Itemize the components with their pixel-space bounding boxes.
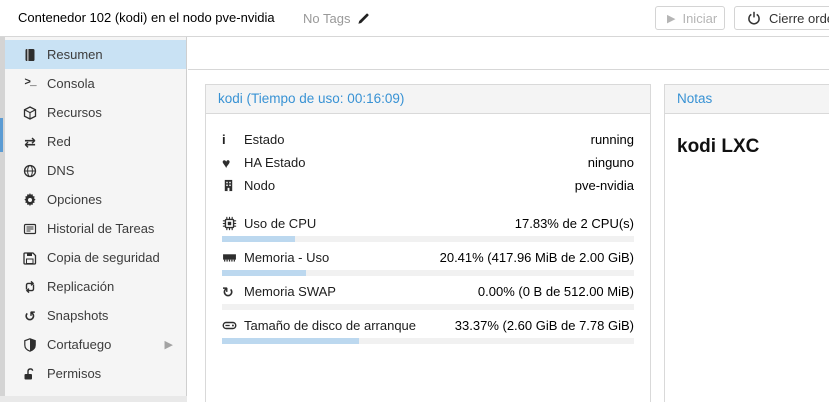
- sidebar-item-recursos[interactable]: Recursos: [5, 98, 186, 127]
- sidebar-item-opciones[interactable]: Opciones: [5, 185, 186, 214]
- sidebar-item-label: Copia de seguridad: [47, 250, 160, 265]
- globe-icon: [22, 164, 38, 178]
- sidebar-item-resumen[interactable]: Resumen: [5, 40, 186, 69]
- replication-icon: [22, 280, 38, 294]
- row-value: 33.37% (2.60 GiB de 7.78 GiB): [454, 318, 634, 333]
- row-label: Tamaño de disco de arranque: [244, 318, 417, 333]
- cpu-progress-track: [222, 236, 634, 242]
- swap-icon: ↻: [222, 283, 234, 300]
- notes-content: kodi LXC: [677, 136, 760, 157]
- gear-icon: [22, 192, 38, 207]
- status-panel-title: kodi (Tiempo de uso: 00:16:09): [206, 85, 650, 114]
- sidebar-item-snapshots[interactable]: ↺ Snapshots: [5, 301, 186, 330]
- info-icon: i: [222, 132, 226, 147]
- notes-panel-title: Notas: [665, 85, 829, 114]
- memory-icon: [222, 250, 244, 265]
- start-button-label: Iniciar: [682, 10, 718, 26]
- heartbeat-icon: ♥: [222, 154, 231, 171]
- network-icon: ⇄: [24, 133, 36, 150]
- tags-label: No Tags: [303, 10, 351, 26]
- row-value: ninguno: [587, 155, 634, 170]
- snapshots-icon: ↺: [24, 307, 36, 324]
- status-row-estado: i Estado running: [222, 128, 634, 151]
- notes-panel-body[interactable]: kodi LXC: [665, 114, 829, 170]
- pencil-icon[interactable]: [355, 12, 371, 25]
- row-value: 17.83% de 2 CPU(s): [514, 216, 634, 231]
- sidebar-item-label: Red: [47, 134, 71, 149]
- permissions-icon: [22, 367, 38, 381]
- status-panel: kodi (Tiempo de uso: 00:16:09) i Estado …: [205, 84, 651, 402]
- sidebar-item-label: Opciones: [47, 192, 102, 207]
- resource-tree-edge[interactable]: [0, 37, 5, 396]
- power-icon: [746, 11, 762, 25]
- sidebar-item-label: Recursos: [47, 105, 102, 120]
- sidebar-menu: Resumen >_ Consola Recursos ⇄ Red DNS O: [5, 37, 187, 396]
- terminal-icon: >_: [24, 77, 36, 89]
- row-value: 0.00% (0 B de 512.00 MiB): [477, 284, 634, 299]
- book-icon: [22, 48, 38, 62]
- row-label: HA Estado: [244, 155, 306, 170]
- page-title: Contenedor 102 (kodi) en el nodo pve-nvi…: [18, 10, 275, 25]
- notes-panel: Notas kodi LXC: [664, 84, 829, 402]
- row-value: 20.41% (417.96 MiB de 2.00 GiB): [439, 250, 634, 265]
- cpu-icon: [222, 216, 244, 231]
- play-icon: ▶: [667, 12, 676, 25]
- status-panel-body: i Estado running ♥ HA Estado ninguno Nod…: [206, 114, 650, 344]
- row-label: Nodo: [244, 178, 276, 193]
- memory-progress-fill: [222, 270, 307, 276]
- sidebar-item-red[interactable]: ⇄ Red: [5, 127, 186, 156]
- sidebar-item-label: Replicación: [47, 279, 115, 294]
- firewall-icon: [22, 337, 38, 352]
- sidebar-item-label: Cortafuego: [47, 337, 112, 352]
- sidebar-item-cortafuego[interactable]: Cortafuego ▶: [5, 330, 186, 359]
- header-bar: Contenedor 102 (kodi) en el nodo pve-nvi…: [0, 0, 829, 37]
- disk-progress-track: [222, 338, 634, 344]
- disk-icon: [222, 318, 244, 333]
- start-button[interactable]: ▶ Iniciar: [655, 6, 725, 30]
- sidebar-item-label: DNS: [47, 163, 75, 178]
- row-label: Memoria SWAP: [244, 284, 336, 299]
- sidebar-item-label: Resumen: [47, 47, 103, 62]
- task-list-icon: [22, 222, 38, 236]
- row-value: pve-nvidia: [574, 178, 634, 193]
- usage-row-cpu: Uso de CPU 17.83% de 2 CPU(s): [222, 214, 634, 242]
- usage-section: Uso de CPU 17.83% de 2 CPU(s) Memoria - …: [222, 214, 634, 344]
- node-icon: [222, 179, 244, 192]
- sidebar-item-historial-tareas[interactable]: Historial de Tareas: [5, 214, 186, 243]
- shutdown-button[interactable]: Cierre ordena: [734, 6, 829, 30]
- sidebar-item-label: Consola: [47, 76, 95, 91]
- row-label: Memoria - Uso: [244, 250, 330, 265]
- usage-row-memoria: Memoria - Uso 20.41% (417.96 MiB de 2.00…: [222, 248, 634, 276]
- row-label: Estado: [244, 132, 285, 147]
- backup-icon: [22, 251, 38, 265]
- sidebar-bottom-scroll-track: [0, 396, 187, 402]
- usage-row-swap: ↻ Memoria SWAP 0.00% (0 B de 512.00 MiB): [222, 282, 634, 310]
- sidebar-item-label: Snapshots: [47, 308, 109, 323]
- sidebar-item-label: Permisos: [47, 366, 102, 381]
- content-toolbar-strip: [188, 37, 829, 70]
- cpu-progress-fill: [222, 236, 296, 242]
- status-row-nodo: Nodo pve-nvidia: [222, 174, 634, 197]
- chevron-right-icon: ▶: [164, 339, 173, 351]
- tags-area[interactable]: No Tags: [303, 0, 371, 36]
- row-label: Uso de CPU: [244, 216, 317, 231]
- status-row-ha-estado: ♥ HA Estado ninguno: [222, 151, 634, 174]
- tree-selected-node-sliver[interactable]: [0, 118, 3, 152]
- sidebar-item-copia-seguridad[interactable]: Copia de seguridad: [5, 243, 186, 272]
- cube-icon: [22, 105, 38, 120]
- disk-progress-fill: [222, 338, 360, 344]
- memory-progress-track: [222, 270, 634, 276]
- swap-progress-track: [222, 304, 634, 310]
- sidebar-item-consola[interactable]: >_ Consola: [5, 69, 186, 98]
- sidebar-item-replicacion[interactable]: Replicación: [5, 272, 186, 301]
- row-value: running: [590, 132, 634, 147]
- sidebar-item-label: Historial de Tareas: [47, 221, 155, 236]
- sidebar-item-dns[interactable]: DNS: [5, 156, 186, 185]
- sidebar-item-permisos[interactable]: Permisos: [5, 359, 186, 388]
- usage-row-disco: Tamaño de disco de arranque 33.37% (2.60…: [222, 316, 634, 344]
- shutdown-button-label: Cierre ordena: [769, 10, 829, 26]
